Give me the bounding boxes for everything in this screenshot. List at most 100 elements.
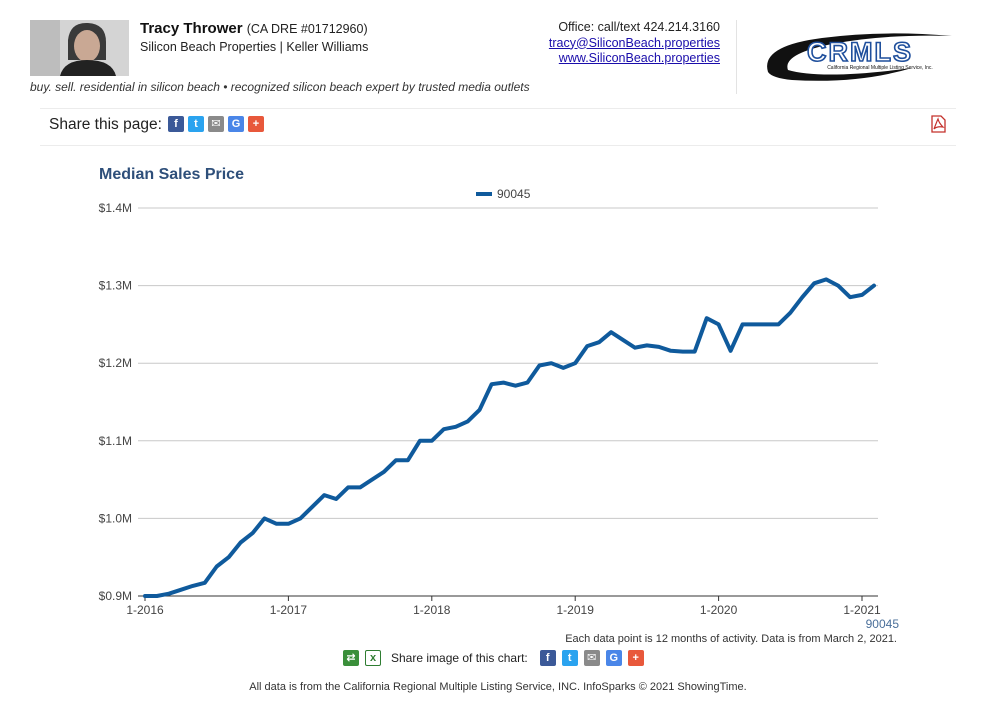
data-point [335,498,338,501]
share-page-bar: Share this page: f t ✉ G + [40,108,956,146]
data-point [657,345,660,348]
crmls-logo-subtext: California Regional Multiple Listing Ser… [827,65,933,71]
data-point [622,338,625,341]
data-point [251,532,254,535]
x-tick-label: 1-2017 [270,603,308,617]
data-point [681,350,684,353]
data-point [239,541,242,544]
plus-icon[interactable]: + [248,116,264,132]
email-link[interactable]: tracy@SiliconBeach.properties [548,35,720,50]
data-point [299,517,302,520]
data-point [144,595,147,598]
share-chart-icon[interactable]: ⇄ [343,650,359,666]
chart-note: Each data point is 12 months of activity… [565,633,897,645]
data-point [359,486,362,489]
data-point [765,323,768,326]
plus-icon[interactable]: + [627,650,644,666]
data-point [466,420,469,423]
data-point [442,428,445,431]
facebook-icon[interactable]: f [539,650,556,666]
data-point [418,439,421,442]
y-tick-label: $1.1M [99,434,132,448]
data-point [347,486,350,489]
share-page-icons: f t ✉ G + [168,116,264,132]
y-tick-label: $1.3M [99,279,132,293]
agent-name: Tracy Thrower (CA DRE #01712960) [140,20,368,37]
contact-block: Office: call/text 424.214.3160 tracy@Sil… [549,20,720,67]
data-point [598,341,601,344]
data-point [406,459,409,462]
x-tick-label: 1-2021 [843,603,881,617]
data-point [849,296,852,299]
data-point [263,517,266,520]
google-icon[interactable]: G [228,116,244,132]
x-tick-label: 1-2018 [413,603,451,617]
x-tick-label: 1-2020 [700,603,738,617]
data-point [371,478,374,481]
data-point [526,381,529,384]
data-point [167,592,170,595]
data-point [801,296,804,299]
excel-icon[interactable]: x [365,650,381,666]
share-image-label: Share image of this chart: [391,651,528,665]
data-point [215,565,218,568]
data-point [777,323,780,326]
chart-title: Median Sales Price [99,166,244,183]
email-icon[interactable]: ✉ [208,116,224,132]
data-point [395,459,398,462]
data-point [490,383,493,386]
data-point [562,366,565,369]
data-point [741,323,744,326]
data-point [323,494,326,497]
data-point [179,588,182,591]
data-point [705,317,708,320]
data-point [550,362,553,365]
share-page-label: Share this page: [49,116,162,133]
share-image-row: ⇄ x Share image of this chart: f t ✉ G + [343,650,644,666]
website-link[interactable]: www.SiliconBeach.properties [558,51,720,65]
twitter-icon[interactable]: t [188,116,204,132]
data-source-footer: All data is from the California Regional… [249,681,747,693]
agent-tagline: buy. sell. residential in silicon beach … [30,80,530,94]
facebook-icon[interactable]: f [168,116,184,132]
data-point [227,556,230,559]
data-point [502,381,505,384]
data-point [454,425,457,428]
data-point [383,470,386,473]
data-point [574,362,577,365]
y-tick-label: $1.2M [99,356,132,370]
x-tick-label: 1-2019 [557,603,595,617]
google-icon[interactable]: G [605,650,622,666]
data-point [203,581,206,584]
agent-photo [30,20,129,76]
y-tick-label: $1.0M [99,511,132,525]
data-point [538,364,541,367]
data-point [729,349,732,352]
email-icon[interactable]: ✉ [583,650,600,666]
data-point [275,522,278,525]
crmls-logo: CRMLS California Regional Multiple Listi… [767,33,952,81]
data-point [837,284,840,287]
twitter-icon[interactable]: t [561,650,578,666]
agent-company: Silicon Beach Properties | Keller Willia… [140,40,369,54]
agent-name-text: Tracy Thrower [140,20,243,37]
data-point [861,293,864,296]
series-line-90045 [143,277,876,598]
pdf-icon[interactable] [930,115,946,133]
data-point [586,345,589,348]
data-point [717,323,720,326]
y-tick-label: $0.9M [99,589,132,603]
data-point [610,331,613,334]
data-point [753,323,756,326]
data-point [155,595,158,598]
x-axis-end-label: 90045 [866,617,900,631]
data-point [191,584,194,587]
data-point [634,346,637,349]
data-point [430,439,433,442]
data-point [645,344,648,347]
agent-dre: (CA DRE #01712960) [246,22,368,36]
data-point [873,284,876,287]
y-tick-label: $1.4M [99,201,132,215]
data-point [693,350,696,353]
